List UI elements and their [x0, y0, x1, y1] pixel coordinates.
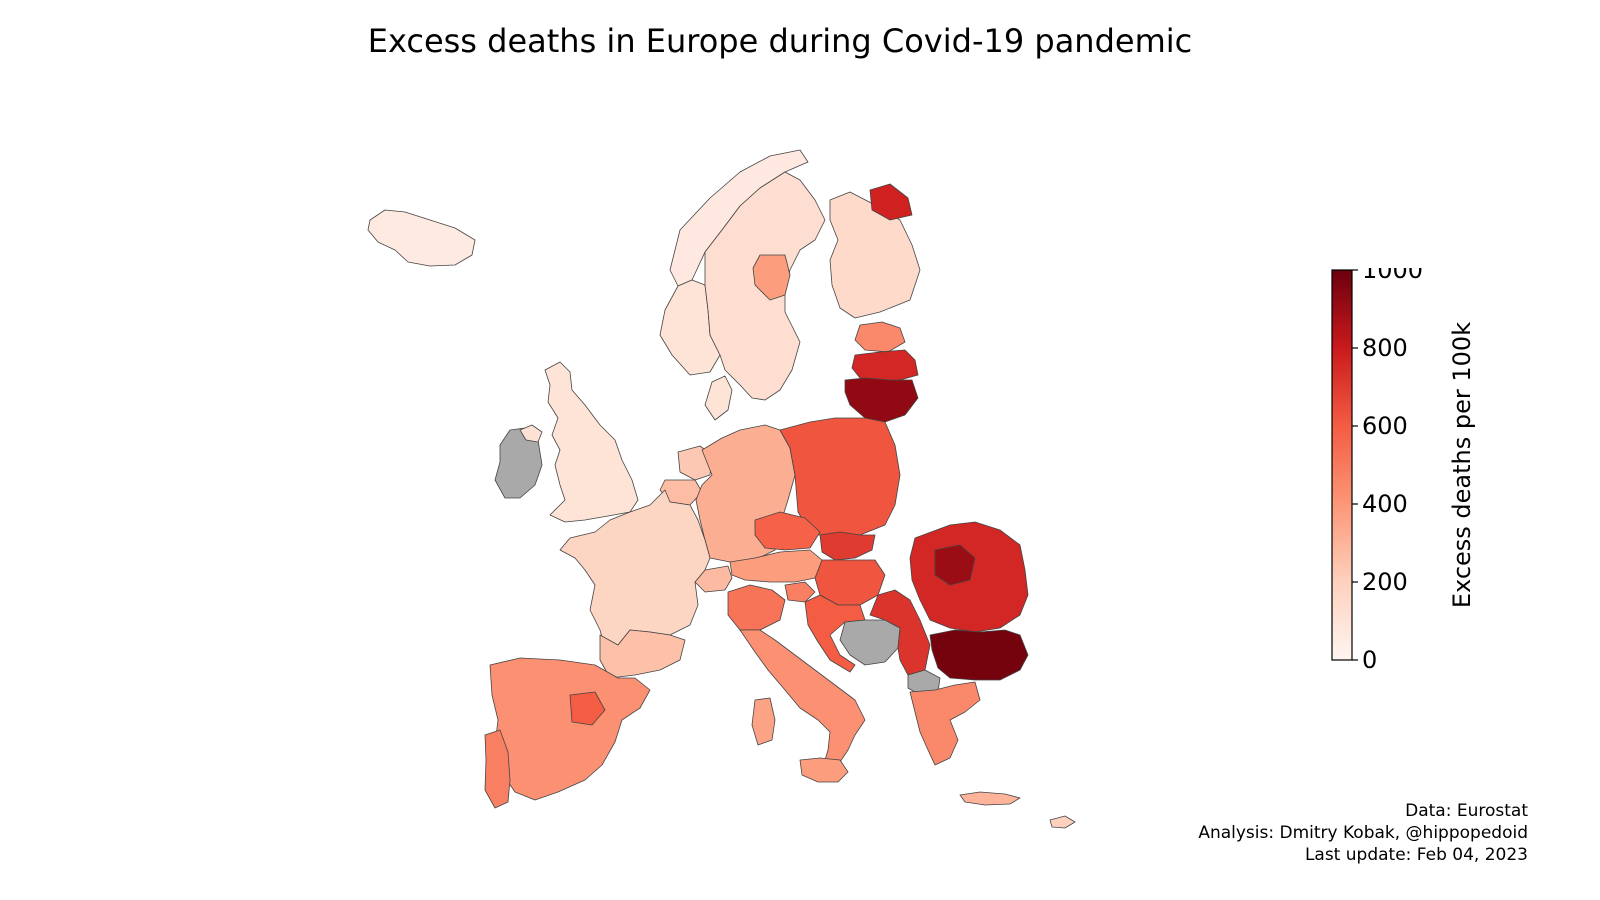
map-region-bosnia-and-herzegovina — [839, 619, 901, 666]
colorbar-tick-label: 0 — [1362, 646, 1377, 674]
map-region-cyprus — [1049, 815, 1076, 829]
map-region-sweden-central — [752, 254, 791, 301]
colorbar-tick-label: 400 — [1362, 490, 1408, 518]
choropleth-map — [367, 149, 1076, 829]
map-region-iceland — [367, 209, 476, 267]
map-region-croatia — [804, 594, 866, 673]
map-region-estonia — [854, 321, 906, 353]
map-region-crete — [959, 791, 1021, 806]
map-region-spain-central — [569, 691, 606, 726]
credits-last-update: Last update: Feb 04, 2023 — [1304, 845, 1528, 865]
colorbar: 0 200 400 600 800 1000 Excess deaths per 100k — [1331, 268, 1476, 674]
colorbar-scale — [1331, 269, 1353, 661]
map-region-northern-ireland — [519, 424, 543, 443]
map-region-slovakia — [819, 531, 876, 561]
map-region-lithuania — [844, 377, 919, 423]
map-region-ireland — [494, 427, 543, 499]
map-region-bulgaria — [929, 629, 1029, 681]
colorbar-tick-label: 600 — [1362, 412, 1408, 440]
map-region-romania-center — [934, 544, 976, 586]
credits-analysis: Analysis: Dmitry Kobak, @hippopedoid — [1198, 823, 1528, 843]
colorbar-tick-label: 800 — [1362, 334, 1408, 362]
map-region-italy-north — [727, 584, 786, 631]
map-region-czechia — [754, 511, 821, 551]
credits: Data: Eurostat Analysis: Dmitry Kobak, @… — [1198, 800, 1528, 866]
colorbar-tick-label: 1000 — [1362, 268, 1423, 284]
map-region-latvia — [851, 349, 919, 383]
map-region-norway-south — [659, 279, 721, 376]
map-region-slovenia — [784, 581, 816, 603]
map-region-finland-north-east — [869, 183, 913, 221]
map-region-sicily — [799, 757, 849, 783]
map-region-united-kingdom — [544, 361, 639, 523]
map-region-poland — [779, 417, 901, 541]
map-region-spain — [489, 657, 651, 801]
map-region-sardinia — [751, 697, 776, 746]
map-region-portugal — [484, 729, 511, 809]
map-region-greece — [909, 681, 981, 766]
colorbar-tick-label: 200 — [1362, 568, 1408, 596]
map-title: Excess deaths in Europe during Covid-19 … — [367, 22, 1193, 60]
map-region-denmark — [704, 375, 733, 421]
colorbar-axis-label: Excess deaths per 100k — [1448, 322, 1476, 608]
map-region-austria — [729, 549, 823, 583]
credits-data-source: Data: Eurostat — [1405, 801, 1528, 821]
